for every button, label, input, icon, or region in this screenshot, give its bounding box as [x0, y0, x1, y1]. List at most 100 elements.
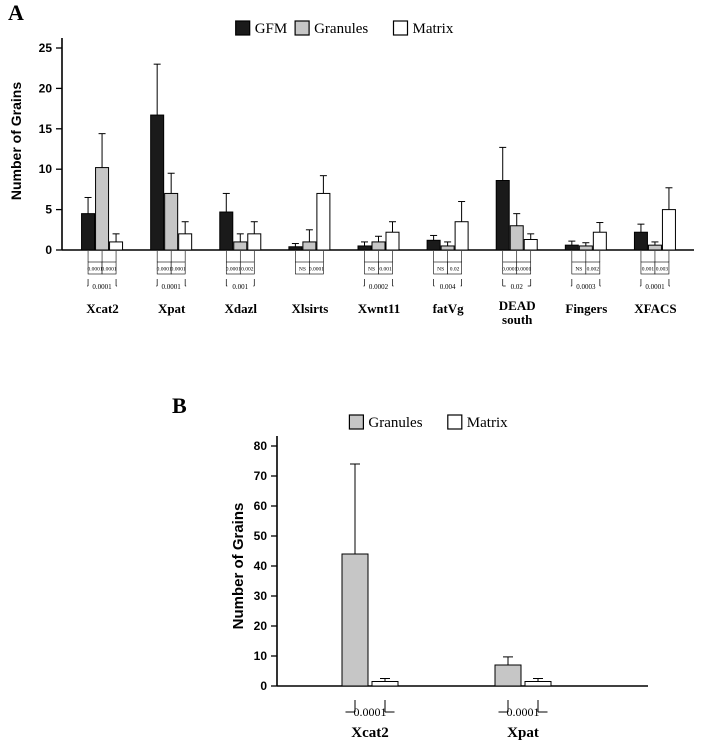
sig-box-right-fingers	[585, 261, 601, 275]
sig-value-granules-vs-matrix-fingers: 0.002	[587, 267, 600, 273]
legend-swatch-granules	[294, 20, 310, 36]
legend-label-matrix: Matrix	[413, 21, 454, 37]
sig-value-granules-vs-matrix-xfacs: 0.003	[656, 267, 669, 273]
sig-box-right-xfacs	[654, 261, 670, 275]
category-label-xwnt11: Xwnt11	[358, 301, 401, 316]
bar-granules-xdazl	[233, 241, 248, 251]
legend-swatch-granules	[348, 414, 364, 430]
category-label-dead-south: DEAD	[499, 298, 536, 313]
y-tick-label: 20	[254, 619, 268, 633]
category-label-dead-south: south	[502, 312, 533, 327]
category-label-xlsirts: Xlsirts	[291, 301, 328, 316]
sig-box-right-xlsirts	[309, 261, 324, 275]
bar-matrix-xdazl	[247, 233, 262, 251]
sig-value-gfm-vs-granules-xfacs: 0.001	[642, 267, 655, 273]
sig-box-right-xpat	[170, 261, 186, 275]
legend-label-granules: Granules	[314, 21, 368, 37]
sig-value-granules-vs-matrix-xdazl: 0.002	[241, 267, 254, 273]
category-label-fingers: Fingers	[565, 301, 607, 316]
y-tick-label: 0	[260, 679, 267, 693]
bar-matrix-xpat	[178, 233, 193, 251]
bar-granules-fingers	[578, 245, 593, 251]
bar-gfm-xfacs	[633, 231, 648, 251]
sig-value-granules-vs-matrix-xlsirts: 0.0001	[309, 267, 324, 273]
bar-matrix-xwnt11	[385, 231, 400, 251]
category-label-xcat2: Xcat2	[86, 301, 119, 316]
sig-box-right-dead-south	[516, 261, 532, 275]
sig-value-gfm-vs-granules-xcat2: 0.0001	[87, 267, 102, 273]
bar-granules-dead-south	[509, 225, 524, 251]
y-tick-label: 50	[254, 529, 268, 543]
bar-granules-xfacs	[647, 244, 662, 251]
sig-value-gfm-vs-matrix-xwnt11: 0.0002	[369, 283, 389, 291]
sig-value-gfm-vs-granules-fingers: NS	[575, 267, 582, 273]
sig-value-gfm-vs-matrix-xfacs: 0.0001	[645, 283, 665, 291]
y-tick-label: 60	[254, 499, 268, 513]
y-tick-label: 10	[254, 649, 268, 663]
sig-box-right-xcat2	[101, 261, 117, 275]
sig-value-granules-vs-matrix-xpat: 0.0001	[507, 705, 540, 719]
sig-value-granules-vs-matrix-xpat: 0.0001	[171, 267, 186, 273]
sig-value-granules-vs-matrix-fatvg: 0.02	[450, 267, 460, 273]
panel-a-label: A	[8, 0, 24, 25]
bar-matrix-xpat	[524, 681, 552, 687]
category-label-fatvg: fatVg	[433, 301, 465, 316]
sig-value-granules-vs-matrix-xcat2: 0.0001	[101, 267, 116, 273]
legend-label-matrix: Matrix	[467, 415, 508, 431]
bar-granules-xcat2	[341, 553, 369, 687]
bar-gfm-xwnt11	[357, 245, 372, 251]
sig-box-right-xdazl	[239, 261, 255, 275]
y-tick-label: 0	[45, 243, 52, 257]
bar-granules-xlsirts	[302, 241, 317, 251]
y-tick-label: 30	[254, 589, 268, 603]
sig-box-right-xwnt11	[378, 261, 393, 275]
sig-value-gfm-vs-granules-xwnt11: NS	[368, 267, 375, 273]
panel-b-label: B	[172, 393, 187, 418]
legend-swatch-gfm	[235, 20, 251, 36]
sig-value-gfm-vs-granules-xpat: 0.0001	[157, 267, 172, 273]
sig-box-right-fatvg	[447, 261, 462, 275]
bar-gfm-xpat	[150, 114, 165, 251]
y-axis-title: Number of Grains	[230, 503, 247, 630]
y-tick-label: 5	[45, 203, 52, 217]
legend-swatch-matrix	[447, 414, 463, 430]
category-label-xpat: Xpat	[507, 725, 539, 741]
sig-value-granules-vs-matrix-dead-south: 0.0001	[516, 267, 531, 273]
category-label-xdazl: Xdazl	[225, 301, 258, 316]
bar-gfm-xlsirts	[288, 246, 303, 251]
bar-gfm-fatvg	[426, 239, 441, 251]
bar-gfm-fingers	[564, 244, 579, 251]
category-label-xpat: Xpat	[158, 301, 186, 316]
bar-matrix-xlsirts	[316, 192, 331, 251]
y-tick-label: 15	[39, 122, 53, 136]
bar-matrix-xfacs	[661, 209, 676, 251]
sig-value-granules-vs-matrix-xcat2: 0.0001	[354, 705, 387, 719]
y-tick-label: 25	[39, 41, 53, 55]
y-tick-label: 10	[39, 162, 53, 176]
bar-gfm-xcat2	[81, 213, 96, 251]
legend-swatch-matrix	[392, 20, 409, 36]
bar-granules-xpat	[494, 664, 522, 687]
y-tick-label: 20	[39, 81, 53, 95]
bar-granules-xwnt11	[371, 241, 386, 251]
bar-granules-fatvg	[440, 245, 455, 251]
bar-gfm-dead-south	[495, 180, 510, 251]
category-label-xfacs: XFACS	[634, 301, 676, 316]
sig-value-gfm-vs-matrix-xcat2: 0.0001	[92, 283, 112, 291]
panel-b-chart: B Granules Matrix 0 10 20 30 40 50 60 70 80 Number o…	[172, 393, 648, 741]
bar-matrix-dead-south	[523, 238, 538, 251]
sig-value-gfm-vs-granules-fatvg: NS	[437, 267, 444, 273]
sig-value-gfm-vs-granules-xdazl: 0.0001	[226, 267, 241, 273]
y-tick-label: 70	[254, 469, 268, 483]
bar-matrix-xcat2	[371, 681, 399, 687]
bar-granules-xpat	[164, 192, 179, 251]
sig-value-gfm-vs-matrix-dead-south: 0.02	[511, 283, 524, 291]
sig-value-gfm-vs-matrix-fingers: 0.0003	[576, 283, 596, 291]
sig-value-granules-vs-matrix-xwnt11: 0.001	[379, 267, 392, 273]
sig-value-gfm-vs-matrix-xpat: 0.0001	[162, 283, 182, 291]
bar-matrix-xcat2	[109, 241, 124, 251]
legend-label-gfm: GFM	[255, 21, 288, 37]
bar-gfm-xdazl	[219, 211, 234, 251]
y-axis-title: Number of Grains	[8, 82, 24, 200]
